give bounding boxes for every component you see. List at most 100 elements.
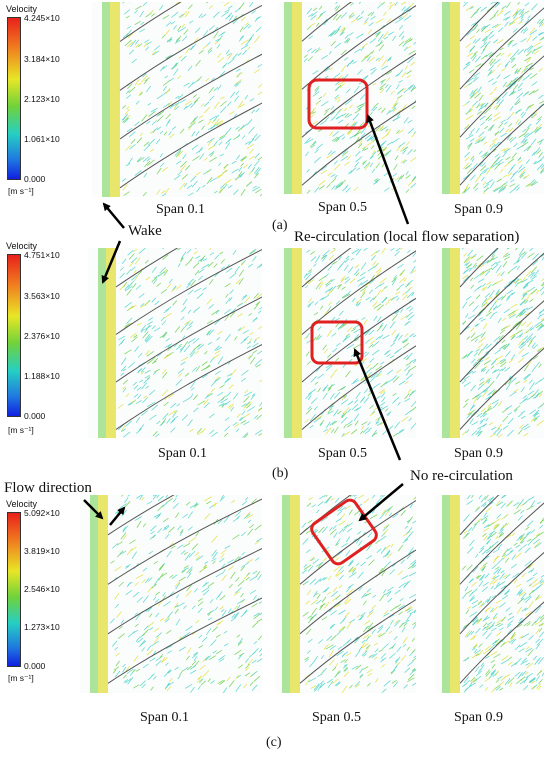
velocity-vector	[493, 305, 498, 311]
velocity-vector	[358, 80, 365, 85]
velocity-vector	[475, 294, 481, 300]
velocity-vector	[330, 590, 338, 598]
velocity-vector	[330, 278, 335, 283]
velocity-vector	[160, 190, 166, 194]
velocity-vector	[533, 269, 540, 277]
velocity-vector	[493, 148, 497, 152]
velocity-vector	[157, 528, 163, 534]
velocity-vector	[324, 67, 330, 72]
velocity-vector	[490, 670, 496, 676]
velocity-vector	[380, 653, 387, 659]
velocity-vector	[384, 285, 388, 289]
velocity-vector	[217, 35, 223, 43]
tick-label: 0.000	[24, 661, 46, 671]
velocity-vector	[153, 357, 158, 363]
velocity-vector	[515, 322, 522, 330]
velocity-vector	[512, 322, 518, 328]
velocity-vector	[391, 679, 397, 684]
velocity-vector	[487, 117, 493, 121]
velocity-vector	[225, 142, 231, 150]
velocity-vector	[491, 282, 498, 286]
velocity-vector	[495, 373, 501, 379]
velocity-vector	[520, 38, 527, 43]
velocity-vector	[390, 342, 396, 347]
velocity-vector	[405, 174, 411, 179]
velocity-vector	[323, 110, 328, 116]
velocity-vector	[473, 24, 479, 30]
velocity-vector	[340, 27, 346, 35]
velocity-vector	[344, 107, 348, 112]
velocity-vector	[239, 103, 245, 108]
velocity-vector	[244, 389, 249, 394]
velocity-vector	[162, 102, 170, 108]
velocity-vector	[340, 155, 349, 162]
velocity-vector	[537, 139, 543, 144]
velocity-vector	[392, 392, 397, 396]
velocity-vector	[146, 649, 154, 656]
velocity-vector	[245, 511, 251, 517]
velocity-vector	[223, 432, 229, 437]
velocity-vector	[366, 611, 374, 618]
velocity-vector	[343, 663, 348, 667]
velocity-vector	[398, 31, 405, 38]
velocity-vector	[356, 16, 363, 21]
velocity-vector	[397, 263, 404, 269]
velocity-vector	[217, 173, 223, 178]
velocity-vector	[480, 545, 485, 550]
velocity-vector	[198, 676, 202, 681]
velocity-vector	[397, 401, 401, 406]
velocity-vector	[139, 132, 143, 137]
velocity-vector	[495, 622, 501, 627]
velocity-vector	[186, 590, 192, 597]
velocity-vector	[404, 65, 409, 71]
velocity-vector	[472, 162, 478, 170]
velocity-vector	[256, 570, 261, 577]
velocity-vector	[520, 343, 527, 349]
velocity-vector	[152, 371, 157, 375]
velocity-vector	[534, 541, 540, 548]
velocity-vector	[375, 57, 380, 62]
velocity-vector	[190, 393, 194, 399]
velocity-vector	[485, 378, 491, 383]
velocity-vector	[482, 45, 488, 51]
velocity-vector	[175, 2, 180, 5]
velocity-vector	[537, 348, 542, 353]
velocity-vector	[410, 156, 416, 162]
velocity-vector	[321, 596, 327, 603]
velocity-vector	[463, 256, 470, 263]
velocity-vector	[393, 102, 398, 109]
velocity-vector	[304, 284, 309, 289]
velocity-vector	[496, 98, 501, 105]
velocity-vector	[144, 39, 150, 44]
velocity-vector	[249, 681, 254, 687]
blade-profile	[459, 252, 544, 335]
velocity-vector	[235, 68, 241, 72]
velocity-vector	[510, 111, 515, 116]
velocity-vector	[353, 131, 362, 137]
velocity-vector	[333, 75, 337, 79]
velocity-vector	[484, 40, 491, 48]
velocity-vector	[244, 433, 249, 438]
velocity-vector	[379, 334, 384, 339]
velocity-vector	[379, 593, 386, 602]
velocity-vector	[463, 267, 472, 273]
velocity-vector	[188, 537, 197, 543]
velocity-vector	[351, 248, 360, 254]
velocity-vector	[354, 650, 361, 658]
velocity-vector	[198, 268, 205, 274]
blade-profile	[459, 551, 544, 635]
velocity-vector	[150, 530, 155, 535]
velocity-vector	[475, 63, 482, 68]
velocity-vector	[539, 614, 544, 620]
velocity-vector	[497, 423, 502, 430]
velocity-vector	[219, 606, 224, 610]
velocity-vector	[464, 629, 471, 638]
velocity-vector	[485, 538, 492, 545]
velocity-vector	[326, 154, 333, 159]
velocity-vector	[114, 565, 122, 572]
velocity-vector	[470, 676, 476, 682]
velocity-vector	[520, 510, 525, 514]
velocity-vector	[392, 117, 399, 122]
velocity-vector	[368, 56, 376, 63]
velocity-vector	[462, 274, 469, 280]
